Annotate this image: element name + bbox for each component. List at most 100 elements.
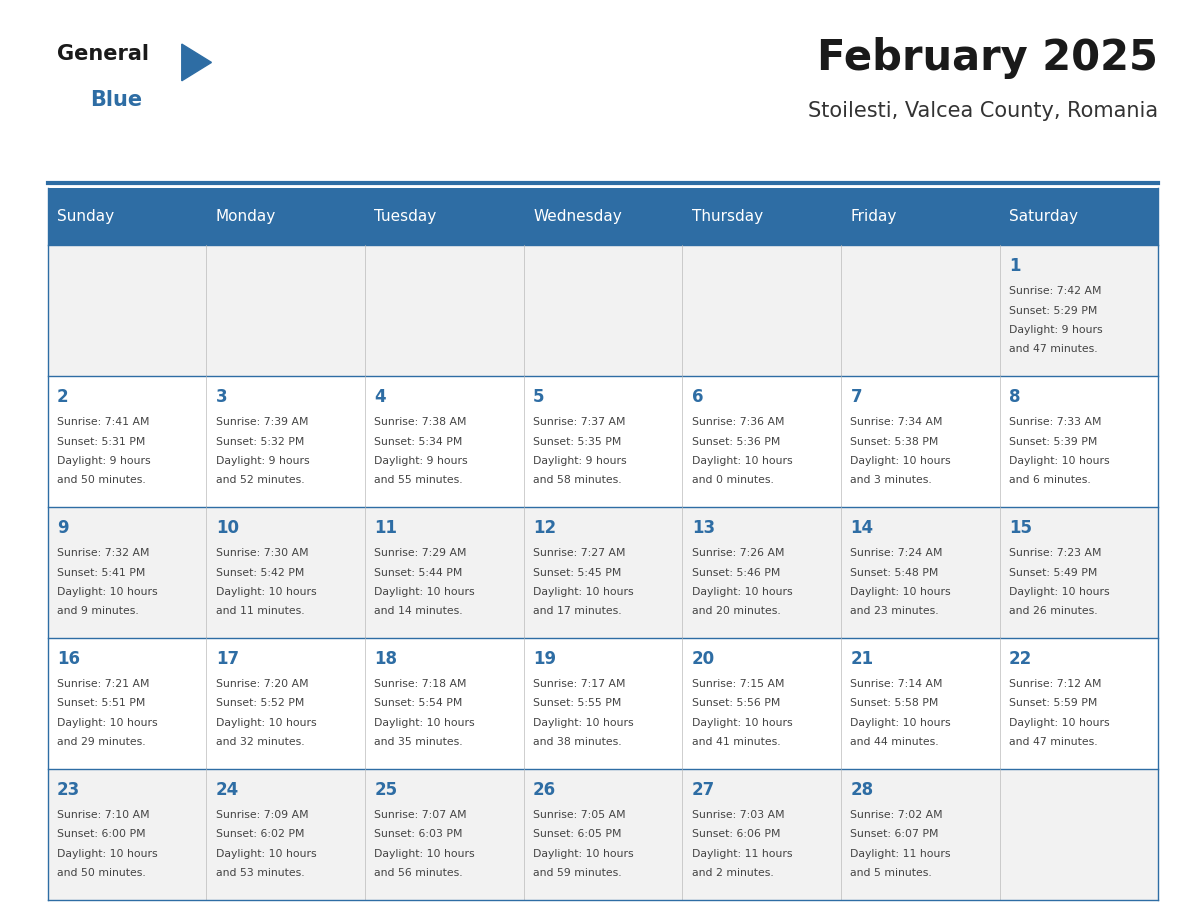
Text: Daylight: 10 hours: Daylight: 10 hours [216,587,316,597]
Text: Sunset: 5:44 PM: Sunset: 5:44 PM [374,567,463,577]
Text: 14: 14 [851,519,873,537]
Text: Daylight: 10 hours: Daylight: 10 hours [57,718,158,728]
Bar [48,376,1158,507]
Text: and 50 minutes.: and 50 minutes. [57,868,146,878]
Text: Sunrise: 7:07 AM: Sunrise: 7:07 AM [374,810,467,820]
Text: Sunrise: 7:17 AM: Sunrise: 7:17 AM [533,679,626,689]
Text: Sunday: Sunday [57,209,114,224]
Text: February 2025: February 2025 [817,37,1158,79]
Text: Blue: Blue [90,90,143,110]
Text: Sunrise: 7:38 AM: Sunrise: 7:38 AM [374,418,467,427]
Text: Sunset: 5:46 PM: Sunset: 5:46 PM [691,567,781,577]
Text: 4: 4 [374,388,386,406]
Text: Sunset: 5:42 PM: Sunset: 5:42 PM [216,567,304,577]
Text: Sunset: 5:29 PM: Sunset: 5:29 PM [1009,306,1098,316]
Text: Sunrise: 7:09 AM: Sunrise: 7:09 AM [216,810,309,820]
Text: 22: 22 [1009,650,1032,667]
Text: and 38 minutes.: and 38 minutes. [533,737,621,747]
Text: and 52 minutes.: and 52 minutes. [216,476,304,485]
Text: Daylight: 10 hours: Daylight: 10 hours [691,718,792,728]
Text: Sunrise: 7:05 AM: Sunrise: 7:05 AM [533,810,626,820]
Text: Sunset: 6:05 PM: Sunset: 6:05 PM [533,829,621,839]
Text: and 55 minutes.: and 55 minutes. [374,476,463,485]
Bar [48,188,1158,245]
Text: Daylight: 9 hours: Daylight: 9 hours [57,456,151,465]
Text: Sunrise: 7:39 AM: Sunrise: 7:39 AM [216,418,308,427]
Text: 15: 15 [1009,519,1032,537]
Text: Daylight: 9 hours: Daylight: 9 hours [533,456,627,465]
Text: Sunset: 5:45 PM: Sunset: 5:45 PM [533,567,621,577]
Text: Daylight: 10 hours: Daylight: 10 hours [216,848,316,858]
Text: and 11 minutes.: and 11 minutes. [216,606,304,616]
Text: Daylight: 9 hours: Daylight: 9 hours [1009,325,1102,335]
Text: Daylight: 10 hours: Daylight: 10 hours [374,848,475,858]
Text: Tuesday: Tuesday [374,209,437,224]
Text: Sunset: 5:41 PM: Sunset: 5:41 PM [57,567,145,577]
Text: Sunrise: 7:37 AM: Sunrise: 7:37 AM [533,418,626,427]
Text: Daylight: 10 hours: Daylight: 10 hours [691,587,792,597]
Text: Daylight: 10 hours: Daylight: 10 hours [1009,456,1110,465]
Text: 19: 19 [533,650,556,667]
Text: and 56 minutes.: and 56 minutes. [374,868,463,878]
Text: Sunset: 5:54 PM: Sunset: 5:54 PM [374,699,463,709]
Text: Sunset: 6:02 PM: Sunset: 6:02 PM [216,829,304,839]
Text: and 14 minutes.: and 14 minutes. [374,606,463,616]
Text: Sunset: 5:55 PM: Sunset: 5:55 PM [533,699,621,709]
Text: and 47 minutes.: and 47 minutes. [1009,737,1098,747]
Bar [48,507,1158,638]
Text: Sunrise: 7:32 AM: Sunrise: 7:32 AM [57,548,150,558]
Polygon shape [182,44,211,81]
Text: Sunset: 5:49 PM: Sunset: 5:49 PM [1009,567,1098,577]
Text: 7: 7 [851,388,862,406]
Text: Thursday: Thursday [691,209,763,224]
Text: and 20 minutes.: and 20 minutes. [691,606,781,616]
Text: 11: 11 [374,519,398,537]
Text: Monday: Monday [216,209,276,224]
Text: Sunrise: 7:14 AM: Sunrise: 7:14 AM [851,679,943,689]
Text: 28: 28 [851,780,873,799]
Text: Sunrise: 7:20 AM: Sunrise: 7:20 AM [216,679,309,689]
Text: Daylight: 10 hours: Daylight: 10 hours [57,848,158,858]
Text: Sunrise: 7:18 AM: Sunrise: 7:18 AM [374,679,467,689]
Text: and 58 minutes.: and 58 minutes. [533,476,621,485]
Text: and 59 minutes.: and 59 minutes. [533,868,621,878]
Text: 25: 25 [374,780,398,799]
Text: Sunrise: 7:23 AM: Sunrise: 7:23 AM [1009,548,1101,558]
Text: Sunset: 6:00 PM: Sunset: 6:00 PM [57,829,146,839]
Text: and 23 minutes.: and 23 minutes. [851,606,939,616]
Text: Daylight: 10 hours: Daylight: 10 hours [1009,587,1110,597]
Text: 1: 1 [1009,257,1020,275]
Text: 3: 3 [216,388,227,406]
Text: Daylight: 11 hours: Daylight: 11 hours [851,848,950,858]
Text: Sunset: 5:35 PM: Sunset: 5:35 PM [533,437,621,446]
Text: Daylight: 10 hours: Daylight: 10 hours [533,587,633,597]
Text: Sunset: 6:06 PM: Sunset: 6:06 PM [691,829,781,839]
Text: Sunset: 5:51 PM: Sunset: 5:51 PM [57,699,145,709]
Text: 16: 16 [57,650,80,667]
Text: 24: 24 [216,780,239,799]
Text: Sunrise: 7:15 AM: Sunrise: 7:15 AM [691,679,784,689]
Text: Sunset: 5:39 PM: Sunset: 5:39 PM [1009,437,1098,446]
Bar [48,638,1158,768]
Text: and 29 minutes.: and 29 minutes. [57,737,146,747]
Text: 8: 8 [1009,388,1020,406]
Text: Sunrise: 7:10 AM: Sunrise: 7:10 AM [57,810,150,820]
Text: Sunrise: 7:03 AM: Sunrise: 7:03 AM [691,810,784,820]
Text: Sunrise: 7:41 AM: Sunrise: 7:41 AM [57,418,150,427]
Text: Daylight: 10 hours: Daylight: 10 hours [374,718,475,728]
Text: Daylight: 10 hours: Daylight: 10 hours [851,587,952,597]
Text: Sunrise: 7:33 AM: Sunrise: 7:33 AM [1009,418,1101,427]
Text: Sunset: 5:31 PM: Sunset: 5:31 PM [57,437,145,446]
Text: and 0 minutes.: and 0 minutes. [691,476,773,485]
Text: Daylight: 10 hours: Daylight: 10 hours [216,718,316,728]
Text: 12: 12 [533,519,556,537]
Text: and 47 minutes.: and 47 minutes. [1009,344,1098,354]
Text: Sunset: 6:03 PM: Sunset: 6:03 PM [374,829,463,839]
Text: Saturday: Saturday [1009,209,1079,224]
Text: Sunset: 5:59 PM: Sunset: 5:59 PM [1009,699,1098,709]
Text: Sunrise: 7:12 AM: Sunrise: 7:12 AM [1009,679,1101,689]
Text: 9: 9 [57,519,69,537]
Text: and 50 minutes.: and 50 minutes. [57,476,146,485]
Text: Sunrise: 7:21 AM: Sunrise: 7:21 AM [57,679,150,689]
Text: Daylight: 10 hours: Daylight: 10 hours [1009,718,1110,728]
